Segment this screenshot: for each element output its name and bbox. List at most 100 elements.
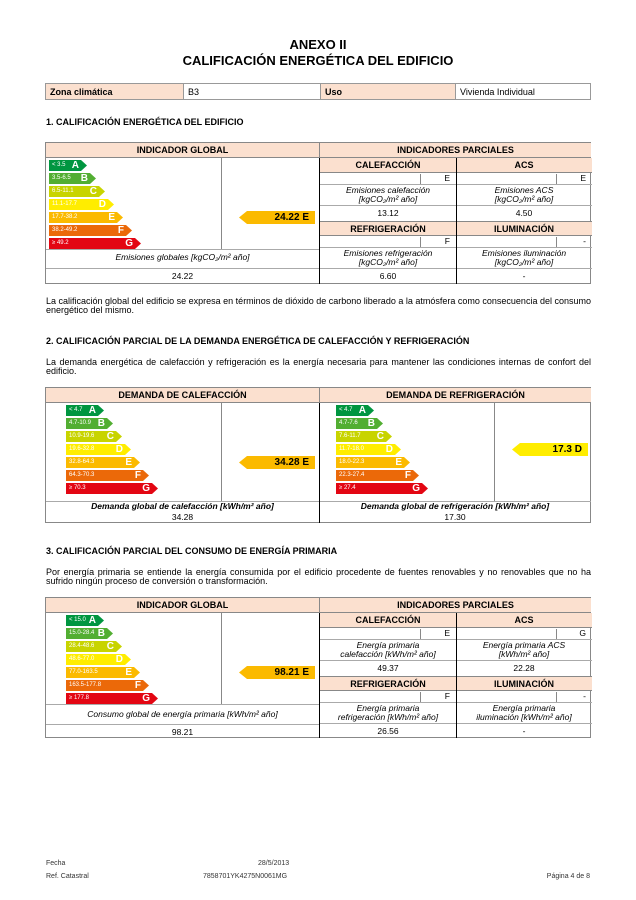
rating-letter: A [71,160,79,171]
rating-range: 7.6-11.7 [339,433,361,439]
rating-bar-g: ≥ 177.8 G [66,693,158,704]
acs-letter: E [456,174,592,185]
ref-letter: F [320,237,456,248]
cooling-demand-header: DEMANDA DE REFRIGERACIÓN [319,388,591,403]
rating-bar-c: 28.4-48.6 C [66,641,122,652]
rating-letter: D [115,654,123,665]
rating-letter: A [88,405,96,416]
rating-pointer: 24.22 E [239,211,315,224]
section-3-heading: 3. CALIFICACIÓN PARCIAL DEL CONSUMO DE E… [46,546,338,556]
rating-bar-f: 22.3-27.4 F [336,470,419,481]
acs-label: Energía primaria ACS [kWh/m² año] [482,640,566,659]
rating-range: 6.5-11.1 [52,188,74,194]
rating-letter: C [376,431,384,442]
rating-range: ≥ 27.4 [339,485,356,491]
rating-range: 19.6-32.8 [69,446,95,452]
acs-header: ACS [456,158,592,173]
cadastral-ref-label: Ref. Catastral [46,873,89,880]
ref-value: 26.56 [377,726,399,736]
rating-letter: G [125,238,133,249]
rating-pointer: 98.21 E [239,666,315,679]
cal-letter: E [320,174,456,185]
rating-range: 22.3-27.4 [339,472,365,478]
page-number: Página 4 de 8 [546,873,590,880]
rating-bar-f: 64.3-70.3 F [66,470,149,481]
rating-range: 15.0-28.4 [69,630,95,636]
ilu-letter: - [456,237,592,248]
rating-letter: E [125,457,132,468]
rating-range: < 4.7 [69,407,83,413]
rating-range: 4.7-10.9 [69,420,92,426]
rating-bar-g: ≥ 70.3 G [66,483,158,494]
rating-letter: G [142,693,150,704]
section-2-intro: La demanda energética de calefacción y r… [46,357,591,376]
emissions-scale: < 3.5 A 3.5-6.5 B 6.5-11.1 C 11.1-17.7 D 17.7-38… [46,158,319,249]
rating-letter: G [142,483,150,494]
rating-letter: C [106,641,114,652]
rating-bar-e: 18.0-22.3 E [336,457,410,468]
cal-label: Energía primaria calefacción [kWh/m² año] [340,640,436,659]
rating-bar-b: 15.0-28.4 B [66,628,113,639]
zona-label: Zona climática [45,83,184,100]
rating-letter: A [88,615,96,626]
rating-range: ≥ 177.8 [69,695,89,701]
rating-bar-a: < 3.5 A [49,160,87,171]
ilu-value: - [522,726,526,736]
rating-letter: F [134,470,141,481]
rating-pointer: 34.28 E [239,456,315,469]
global-primary-label: Consumo global de energía primaria [kWh/… [87,709,278,719]
rating-bar-e: 32.8-64.3 E [66,457,140,468]
acs-label: Emisiones ACS [kgCO₂/m² año] [494,185,554,204]
ref-label: Emisiones refrigeración [kgCO₂/m² año] [343,248,433,267]
global-emissions-value: 24.22 [171,271,194,281]
section-1-heading: 1. CALIFICACIÓN ENERGÉTICA DEL EDIFICIO [46,117,244,127]
rating-range: 11.7-18.0 [339,446,364,452]
rating-range: ≥ 49.2 [52,240,69,246]
rating-letter: B [80,173,88,184]
rating-range: 64.3-70.3 [69,472,95,478]
rating-letter: C [106,431,114,442]
ilu-letter: - [456,692,592,703]
rating-letter: A [358,405,366,416]
cal-value: 13.12 [377,208,399,218]
ref-letter: F [320,692,456,703]
primary-energy-table: INDICADOR GLOBAL INDICADORES PARCIALES <… [45,597,592,738]
rating-bar-c: 6.5-11.1 C [49,186,105,197]
rating-bar-f: 163.5-177.8 F [66,680,149,691]
heating-demand-scale: < 4.7 A 4.7-10.9 B 10.9-19.6 C 19.6-32.8 D 32.8-… [46,403,319,501]
cal-header: CALEFACCIÓN [320,158,456,173]
rating-bar-b: 4.7-10.9 B [66,418,113,429]
acs-value: 4.50 [515,208,533,218]
rating-bar-d: 19.6-32.8 D [66,444,131,455]
rating-letter: E [125,667,132,678]
acs-value: 22.28 [513,663,535,673]
rating-bar-c: 7.6-11.7 C [336,431,392,442]
rating-bar-b: 3.5-6.5 B [49,173,96,184]
ref-header: REFRIGERACIÓN [320,221,456,236]
rating-bar-c: 10.9-19.6 C [66,431,122,442]
demand-rating-table: DEMANDA DE CALEFACCIÓN DEMANDA DE REFRIG… [45,387,591,523]
emissions-rating-table: INDICADOR GLOBAL INDICADORES PARCIALES <… [45,142,592,284]
rating-letter: D [385,444,393,455]
rating-range: 17.7-38.2 [52,214,78,220]
rating-letter: G [412,483,420,494]
rating-range: 48.6-77.0 [69,656,95,662]
section-2-heading: 2. CALIFICACIÓN PARCIAL DE LA DEMANDA EN… [46,336,470,346]
cooling-demand-value: 17.30 [444,512,466,522]
global-indicator-header: INDICADOR GLOBAL [46,143,319,158]
rating-bar-b: 4.7-7.6 B [336,418,383,429]
rating-letter: F [404,470,411,481]
heating-demand-label: Demanda global de calefacción [kWh/m² añ… [91,501,274,511]
rating-range: 32.8-64.3 [69,459,95,465]
rating-letter: B [367,418,375,429]
rating-letter: C [89,186,97,197]
rating-letter: E [108,212,115,223]
rating-letter: B [97,418,105,429]
rating-bar-a: < 4.7 A [336,405,374,416]
global-emissions-label: Emisiones globales [kgCO₂/m² año] [115,252,250,262]
rating-letter: D [98,199,106,210]
rating-range: 28.4-48.6 [69,643,95,649]
ilu-label: Energía primaria iluminación [kWh/m² año] [476,703,572,722]
section-3-intro: Por energía primaria se entiende la ener… [46,567,591,586]
ilu-header: ILUMINACIÓN [456,221,592,236]
